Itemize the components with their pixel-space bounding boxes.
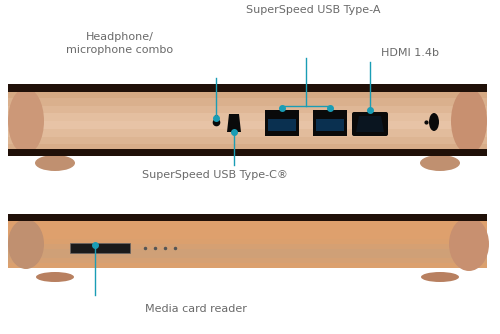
Ellipse shape	[449, 217, 489, 271]
Bar	[229, 114, 239, 132]
Bar	[8, 234, 487, 239]
Ellipse shape	[421, 272, 459, 282]
Bar	[8, 113, 487, 121]
Ellipse shape	[451, 88, 487, 154]
Bar	[268, 119, 296, 131]
Text: Headphone/
microphone combo: Headphone/ microphone combo	[66, 32, 174, 55]
Bar	[313, 110, 347, 136]
FancyBboxPatch shape	[352, 112, 388, 136]
Text: Media card reader: Media card reader	[145, 304, 247, 314]
Bar	[8, 129, 487, 137]
Bar	[8, 214, 487, 221]
Bar	[8, 239, 487, 244]
Text: SuperSpeed USB Type-A: SuperSpeed USB Type-A	[246, 5, 380, 15]
Bar	[8, 263, 487, 268]
Ellipse shape	[36, 272, 74, 282]
Ellipse shape	[8, 219, 44, 269]
Bar	[8, 243, 487, 249]
Ellipse shape	[429, 113, 439, 131]
Bar	[8, 149, 487, 156]
Bar	[8, 106, 487, 113]
Polygon shape	[356, 116, 384, 132]
Bar	[8, 98, 487, 106]
Bar	[8, 219, 487, 225]
Bar	[8, 137, 487, 144]
Bar	[8, 253, 487, 259]
Polygon shape	[227, 114, 241, 132]
Bar	[265, 110, 299, 136]
Ellipse shape	[35, 155, 75, 171]
Bar	[8, 121, 487, 129]
Bar	[70, 243, 130, 253]
Bar	[316, 119, 344, 131]
Bar	[8, 90, 487, 98]
Text: SuperSpeed USB Type-C®: SuperSpeed USB Type-C®	[142, 170, 288, 180]
Bar	[8, 144, 487, 152]
Bar	[8, 229, 487, 234]
Bar	[8, 84, 487, 92]
Bar	[8, 248, 487, 254]
Bar	[8, 224, 487, 229]
Ellipse shape	[8, 88, 44, 154]
Ellipse shape	[420, 155, 460, 171]
Bar	[8, 258, 487, 263]
Text: HDMI 1.4b: HDMI 1.4b	[381, 48, 439, 58]
